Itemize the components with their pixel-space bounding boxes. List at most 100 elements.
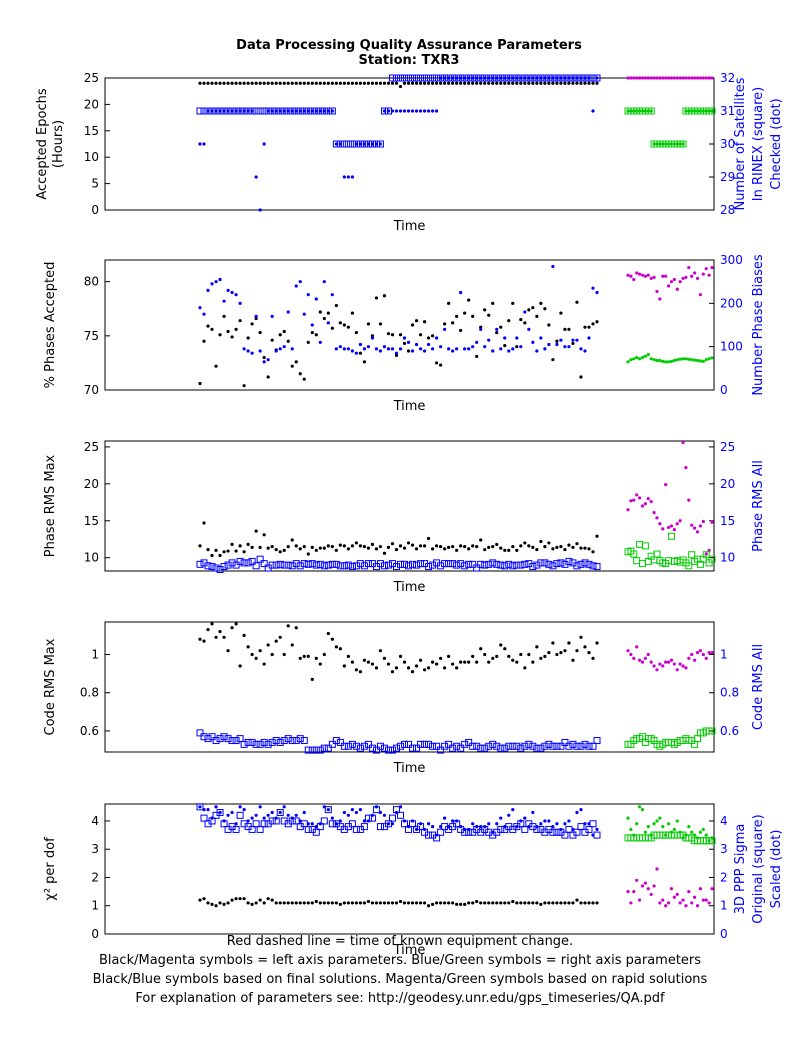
data-point-dot	[643, 881, 647, 885]
data-point-dot	[406, 349, 411, 353]
data-point-dot	[475, 899, 479, 904]
data-point-dot	[587, 822, 591, 826]
footer-line-4: For explanation of parameters see: http:…	[135, 991, 665, 1006]
data-point-dot	[707, 273, 711, 277]
data-point-square	[577, 823, 585, 831]
data-point-dot	[342, 323, 346, 327]
data-point-dot	[467, 901, 471, 905]
data-point-dot	[475, 545, 479, 549]
data-point-dot	[455, 902, 459, 906]
rapid-left-dot-series	[626, 265, 714, 301]
data-point-dot	[398, 654, 403, 659]
data-point-dot	[350, 175, 354, 179]
data-point-dot	[290, 364, 294, 368]
data-point-dot	[681, 76, 685, 80]
data-point-dot	[684, 904, 688, 908]
data-point-dot	[266, 358, 270, 362]
data-point-dot	[507, 349, 511, 353]
data-point-square	[272, 737, 280, 745]
data-point-dot	[710, 887, 714, 891]
data-point-square	[344, 742, 352, 750]
data-point-dot	[222, 819, 226, 823]
data-point-dot	[434, 833, 439, 837]
data-point-dot	[661, 664, 665, 668]
data-point-dot	[587, 76, 591, 80]
data-point-dot	[214, 635, 218, 639]
data-point-dot	[406, 81, 411, 85]
data-point-dot	[310, 677, 314, 681]
data-point-dot	[519, 652, 523, 657]
data-point-dot	[447, 825, 451, 829]
data-point-dot	[398, 109, 403, 113]
data-point-dot	[523, 310, 527, 314]
data-point-dot	[655, 516, 659, 520]
data-point-dot	[306, 654, 310, 659]
data-point-dot	[649, 499, 653, 504]
data-point-dot	[643, 502, 647, 506]
data-point-square	[360, 823, 368, 831]
data-point-dot	[366, 819, 371, 823]
data-point-dot	[398, 544, 403, 548]
data-point-dot	[434, 109, 439, 113]
data-point-dot	[218, 109, 222, 113]
data-point-dot	[322, 109, 326, 113]
data-point-dot	[519, 819, 523, 823]
data-point-dot	[318, 310, 322, 314]
data-point-dot	[637, 272, 642, 276]
data-point-dot	[266, 109, 270, 113]
data-point-dot	[629, 827, 633, 832]
data-point-dot	[451, 76, 455, 80]
data-point-dot	[563, 822, 567, 826]
data-point-square	[589, 742, 597, 750]
data-point-dot	[547, 342, 551, 347]
right-tick-label: 10	[720, 551, 735, 565]
data-point-dot	[579, 808, 583, 812]
data-point-dot	[298, 372, 302, 376]
data-point-dot	[406, 541, 411, 545]
data-point-square	[638, 560, 646, 568]
data-point-dot	[262, 901, 266, 905]
data-point-dot	[575, 898, 579, 902]
data-point-square	[694, 735, 702, 743]
data-point-dot	[386, 822, 391, 826]
data-point-square	[268, 817, 276, 825]
data-point-dot	[334, 303, 338, 308]
data-point-dot	[314, 109, 318, 113]
data-point-dot	[410, 323, 415, 327]
data-point-square	[465, 560, 473, 568]
data-point-dot	[338, 543, 342, 547]
data-point-dot	[491, 656, 495, 660]
data-point-dot	[672, 528, 676, 532]
data-point-dot	[202, 142, 206, 146]
data-point-dot	[690, 109, 694, 113]
data-point-dot	[695, 836, 700, 840]
data-point-dot	[483, 81, 487, 85]
data-point-dot	[390, 670, 395, 674]
data-point-dot	[294, 81, 298, 85]
data-point-dot	[342, 175, 346, 179]
data-point-dot	[632, 76, 636, 80]
footer-line-3: Black/Blue symbols based on final soluti…	[92, 972, 708, 987]
data-point-dot	[539, 76, 543, 80]
data-point-square	[296, 735, 304, 743]
data-point-dot	[693, 895, 697, 899]
data-point-dot	[406, 340, 411, 344]
data-point-dot	[707, 650, 711, 655]
data-point-dot	[539, 902, 543, 906]
data-point-dot	[294, 813, 298, 817]
data-point-dot	[519, 345, 523, 349]
data-point-dot	[495, 327, 499, 331]
data-point-dot	[390, 347, 395, 351]
data-point-dot	[322, 652, 326, 657]
data-point-dot	[426, 822, 431, 826]
data-point-dot	[519, 317, 523, 322]
data-point-dot	[326, 901, 330, 905]
data-point-dot	[595, 641, 599, 645]
data-point-dot	[314, 297, 318, 301]
data-point-dot	[591, 656, 595, 660]
data-point-dot	[414, 342, 419, 347]
data-point-dot	[684, 666, 688, 670]
data-point-dot	[270, 810, 274, 815]
data-point-dot	[250, 351, 254, 355]
data-point-dot	[410, 109, 415, 113]
